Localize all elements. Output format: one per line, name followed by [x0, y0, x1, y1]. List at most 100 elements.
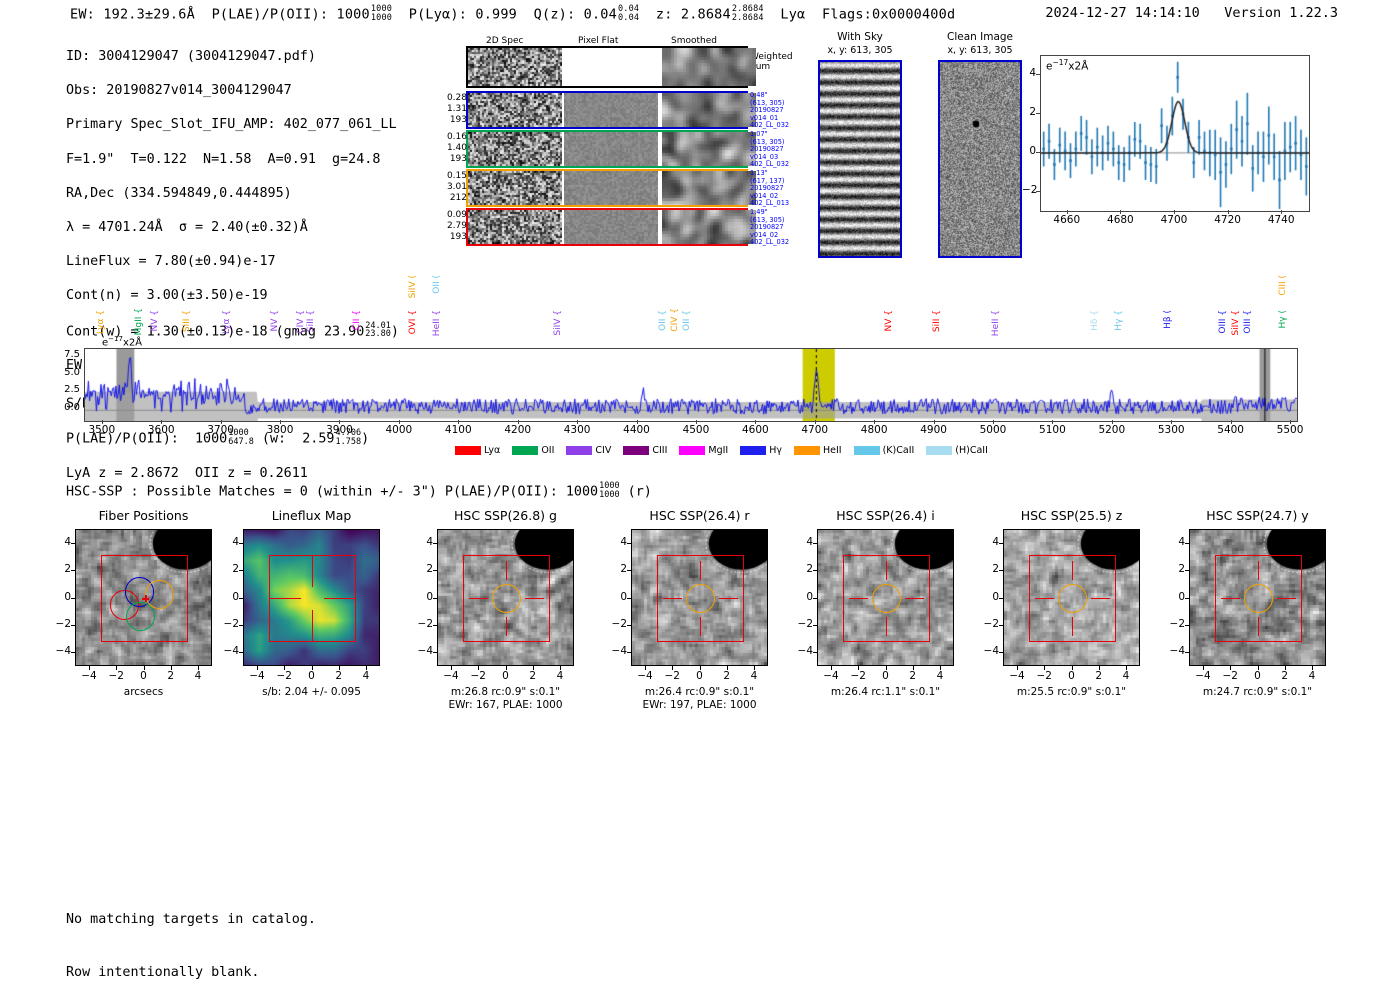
imaging-xtick-mark	[198, 666, 199, 670]
zoom-plot-xtick-mark	[1281, 210, 1283, 214]
imaging-ytick-mark	[999, 570, 1003, 572]
imaging-ytick-mark	[239, 543, 243, 544]
imaging-xtick: 4	[1308, 670, 1316, 682]
spectrum-xtick-mark	[636, 420, 638, 424]
imaging-panel-title: HSC SSP(26.4) i	[836, 508, 935, 523]
imaging-ytick: 2	[1178, 563, 1185, 576]
spectrum-canvas	[85, 349, 1297, 421]
cutout-subtitle: x, y: 613, 305	[827, 45, 893, 56]
aperture-box	[1214, 554, 1303, 643]
imaging-panel-image[interactable]	[1189, 529, 1326, 666]
imaging-xtick: 0	[308, 670, 315, 682]
spectrum-xtick: 4700	[801, 424, 829, 436]
legend-swatch	[794, 446, 820, 455]
legend-item: Lyα	[455, 445, 500, 456]
legend-swatch	[455, 446, 481, 455]
imaging-xtick: 2	[1095, 670, 1103, 682]
imaging-xtick-mark	[560, 666, 561, 670]
spectrum-xtick: 5300	[1157, 424, 1185, 436]
imaging-ytick: 4	[426, 536, 433, 548]
emission-line-label: Hδ {	[1090, 310, 1100, 331]
info-lambda-sigma: λ = 4701.24Å σ = 2.40(±0.32)Å	[66, 220, 308, 236]
spectrum-xtick-mark	[101, 420, 103, 424]
imaging-xtick-mark	[532, 666, 534, 670]
catalog-status-line1: No matching targets in catalog.	[66, 912, 316, 927]
header-plya-value: 0.999	[475, 6, 518, 23]
spectrum-xtick: 4900	[920, 424, 947, 436]
photometry-aperture	[1057, 583, 1088, 614]
legend-label: MgII	[708, 445, 729, 456]
photometry-aperture	[871, 583, 902, 614]
info-primary-spec: Primary Spec_Slot_IFU_AMP: 402_077_061_L…	[66, 117, 397, 133]
spectrum-xtick-mark	[161, 420, 163, 424]
info-redshifts: LyA z = 2.8672 OII z = 0.2611	[66, 466, 308, 482]
header-timestamp-version: 2024-12-27 14:14:10 Version 1.22.3	[1045, 5, 1338, 21]
emission-line-label: OIII {	[1243, 310, 1253, 334]
spectrum-xtick-mark	[577, 420, 579, 424]
imaging-ytick: 4	[64, 536, 71, 548]
emission-line-label: Hγ {	[1114, 310, 1124, 331]
crosshair-arm	[1257, 617, 1260, 637]
legend-label: (K)CaII	[882, 445, 915, 456]
imaging-xtick: −2	[470, 670, 486, 682]
pixel-flat-image	[564, 132, 658, 166]
imaging-xtick-mark	[858, 666, 860, 670]
aperture-box	[462, 554, 551, 643]
imaging-panel-image[interactable]	[631, 529, 768, 666]
spectrum-xtick-mark	[280, 420, 282, 424]
imaging-xtick: 2	[529, 670, 537, 682]
legend-item: (H)CaII	[926, 445, 988, 456]
twod-spec-row-meta: 0.48" (613, 305) 20190827 v014_01 402_LL…	[750, 91, 790, 130]
crosshair-bottom	[311, 610, 314, 643]
legend-swatch	[679, 446, 706, 455]
imaging-xtick-mark	[1284, 666, 1286, 670]
imaging-panel-image[interactable]	[817, 529, 954, 666]
header-summary-line: EW: 192.3±29.6Å P(LAE)/P(OII): 1000 1000 1…	[70, 5, 955, 23]
imaging-panel-image[interactable]	[1003, 529, 1140, 666]
imaging-xtick: 2	[335, 670, 343, 682]
legend-label: Hγ	[769, 445, 782, 456]
spectrum-xtick: 4300	[563, 424, 591, 436]
twod-spec-row	[466, 169, 756, 207]
crosshair-arm	[905, 597, 925, 600]
imaging-xtick-mark	[1257, 666, 1259, 670]
legend-swatch	[623, 446, 650, 455]
twod-spec-row-stats: 0.15 3.01 212	[446, 171, 467, 203]
spectrum-xtick-mark	[517, 420, 519, 424]
smoothed-image	[662, 48, 756, 86]
imaging-xtick: −4	[81, 670, 97, 682]
crosshair-arm	[1277, 597, 1297, 600]
legend-item: CIV	[566, 445, 611, 456]
imaging-xtick: −2	[1222, 670, 1238, 682]
montage-column-title: 2D Spec	[486, 36, 524, 46]
info-lineflux: LineFlux = 7.80(±0.94)e-17	[66, 254, 276, 270]
legend-swatch	[566, 446, 593, 455]
imaging-xtick-mark	[1017, 666, 1018, 670]
hsc-ssp-filter: (r)	[627, 484, 652, 500]
imaging-panel-image[interactable]	[437, 529, 574, 666]
imaging-panel-image[interactable]	[75, 529, 212, 666]
fiber-circle	[125, 602, 155, 632]
spectrum-ytick: 0.0	[64, 402, 80, 414]
imaging-ytick: −4	[417, 645, 433, 657]
imaging-panel-caption: s/b: 2.04 +/- 0.095	[262, 686, 361, 698]
spectrum-xtick: 4800	[860, 424, 888, 436]
cutout-pixels	[820, 62, 900, 256]
imaging-ytick: 4	[992, 536, 999, 548]
zoom-plot-ytick-mark	[1036, 74, 1040, 76]
header-ew-value: 192.3±29.6Å	[103, 6, 195, 23]
imaging-ytick: −4	[1169, 645, 1185, 657]
zoom-plot-ytick: 0	[1029, 144, 1036, 157]
imaging-ytick: 0	[1178, 590, 1185, 603]
imaging-panel-image[interactable]	[243, 529, 380, 666]
zoom-plot-ytick: 4	[1029, 67, 1036, 80]
emission-line-label: Lyα {	[222, 310, 232, 335]
imaging-xtick: 4	[194, 670, 202, 682]
imaging-panel-title: HSC SSP(25.5) z	[1020, 508, 1123, 523]
pixel-flat-image	[564, 93, 658, 127]
imaging-xtick: 2	[723, 670, 731, 682]
info-radec: RA,Dec (334.594849,0.444895)	[66, 185, 292, 201]
zoom-plot-ytick-mark	[1036, 151, 1040, 153]
spectrum-xtick-mark	[220, 420, 222, 424]
imaging-xtick-mark	[451, 666, 452, 670]
